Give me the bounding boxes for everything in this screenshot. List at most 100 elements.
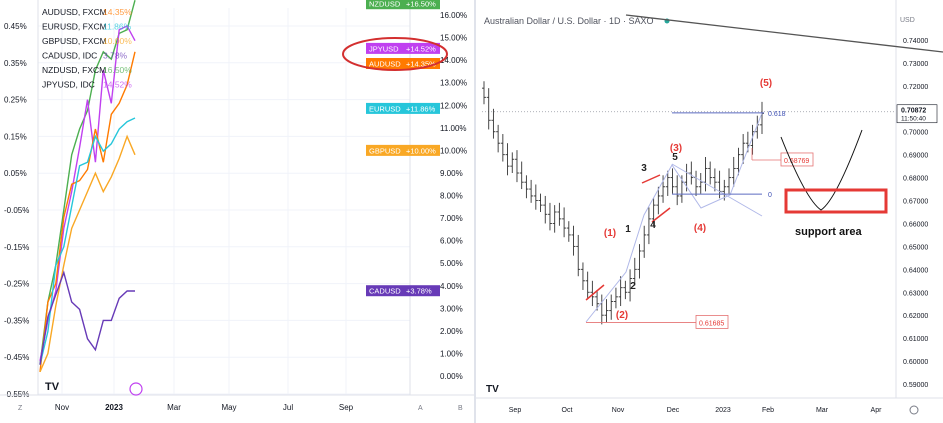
candle [552, 205, 557, 233]
price-label-value-box [404, 102, 440, 114]
trend-line [625, 14, 943, 53]
price-axis-tick-label: 0.62000 [903, 313, 928, 320]
time-axis-tick-label: Apr [871, 407, 883, 414]
legend-entry-value: 14.35% [103, 7, 132, 17]
price-label-tag [366, 144, 404, 156]
price-label-tag [366, 285, 404, 297]
candle [529, 179, 534, 203]
legend-entry-name: CADUSD, IDC [42, 51, 97, 61]
projected-path [780, 129, 863, 211]
current-price-value: 0.70872 [901, 108, 926, 115]
fib-label: 0.68769 [784, 158, 809, 165]
right-axis-tick-label: 13.00% [440, 79, 467, 88]
candle [538, 193, 543, 212]
wave-count-line [585, 112, 763, 323]
candle [562, 207, 567, 238]
x-axis-tick-label: Mar [167, 403, 181, 412]
x-axis-tick-label: 2023 [105, 403, 123, 412]
right-axis-tick-label: 7.00% [440, 214, 463, 223]
candle [689, 161, 694, 185]
support-area-label: support area [795, 226, 863, 238]
price-label-gbpusd: GBPUSD +10.00% [366, 144, 440, 156]
candle [482, 81, 486, 105]
price-label-name: AUDUSD [369, 60, 401, 69]
price-axis-tick-label: 0.66000 [903, 221, 928, 228]
right-axis-tick-label: 15.00% [440, 34, 467, 43]
price-label-jpyusd: JPYUSD +14.52% [366, 42, 440, 54]
price-label-value: +3.78% [406, 287, 432, 296]
price-axis-tick-label: 0.74000 [903, 38, 928, 45]
right-axis-tick-label: 8.00% [440, 192, 463, 201]
legend-entry-name: EURUSD, FXCM [42, 22, 107, 32]
channel-segment [641, 174, 661, 184]
candle [656, 186, 661, 215]
candle [505, 143, 510, 176]
series-line-jpyusd [39, 25, 136, 362]
current-price-tag [896, 104, 938, 124]
performance-comparison-chart: 0.45% 0.35% 0.25% 0.15% 0.05% -0.05% -0.15% -0.… [0, 0, 474, 412]
fib-label: 0 [768, 192, 772, 199]
candle [496, 124, 501, 153]
price-label-tag [366, 42, 404, 54]
candle [557, 202, 562, 226]
axis-letter: A [418, 405, 423, 412]
candle [571, 225, 576, 256]
right-axis-tick-label: 2.00% [440, 327, 463, 336]
left-axis-tick-label: 0.25% [4, 96, 27, 105]
candle [580, 262, 585, 290]
left-axis-tick-label: 0.35% [4, 59, 27, 68]
price-label-cadusd: CADUSD +3.78% [366, 285, 440, 297]
wave-label: (1) [604, 228, 616, 239]
left-axis-tick-label: -0.45% [4, 353, 29, 362]
right-axis-tick-label: 0.00% [440, 372, 463, 381]
legend-entry-value: 14.52% [103, 80, 132, 90]
wave-label: (4) [694, 223, 706, 234]
candle [637, 244, 642, 279]
candle [632, 257, 637, 286]
fib-box [695, 315, 729, 329]
settings-icon [909, 405, 919, 415]
price-label-name: EURUSD [369, 104, 401, 113]
price-label-value-box [404, 0, 440, 10]
wave-label: 4 [650, 220, 656, 231]
price-label-name: CADUSD [369, 287, 401, 296]
series-line-gbpusd [39, 134, 136, 373]
axis-letter: B [458, 405, 463, 412]
right-axis-tick-label: 3.00% [440, 304, 463, 313]
price-axis-tick-label: 0.64000 [903, 267, 928, 274]
tradingview-logo: TV [45, 381, 60, 393]
price-label-name: NZDUSD [369, 0, 401, 9]
legend-entry-value: 3.78% [103, 51, 128, 61]
channel-segment [651, 207, 671, 223]
right-axis-tick-label: 9.00% [440, 169, 463, 178]
price-axis-tick-label: 0.59000 [903, 382, 928, 389]
candle [595, 289, 600, 311]
series-line-cadusd [39, 270, 135, 365]
right-axis-tick-label: 14.00% [440, 56, 467, 65]
right-axis-tick-label: 10.00% [440, 146, 467, 155]
current-time: 11:50:40 [901, 116, 926, 123]
legend-entry-name: AUDUSD, FXCM [42, 7, 107, 17]
candle [585, 271, 590, 300]
candle [760, 101, 764, 135]
fib-label: 0.61685 [699, 320, 724, 327]
candle [708, 161, 713, 185]
left-axis-tick-label: -0.15% [4, 243, 29, 252]
candle [604, 299, 609, 323]
price-label-tag [366, 58, 404, 70]
wave-label: 3 [641, 163, 647, 174]
candle [675, 175, 680, 206]
left-axis-tick-label: -0.35% [4, 316, 29, 325]
wave-label: 5 [672, 152, 678, 163]
right-axis-tick-label: 5.00% [440, 259, 463, 268]
candle [543, 195, 548, 224]
candle [576, 234, 581, 277]
time-axis-tick-label: Dec [667, 407, 680, 414]
time-axis-tick-label: Mar [816, 407, 829, 414]
panel-divider [474, 0, 476, 423]
price-label-tag [366, 102, 404, 114]
candle [618, 276, 623, 307]
tradingview-logo: TV [486, 384, 499, 395]
candle [628, 269, 633, 302]
